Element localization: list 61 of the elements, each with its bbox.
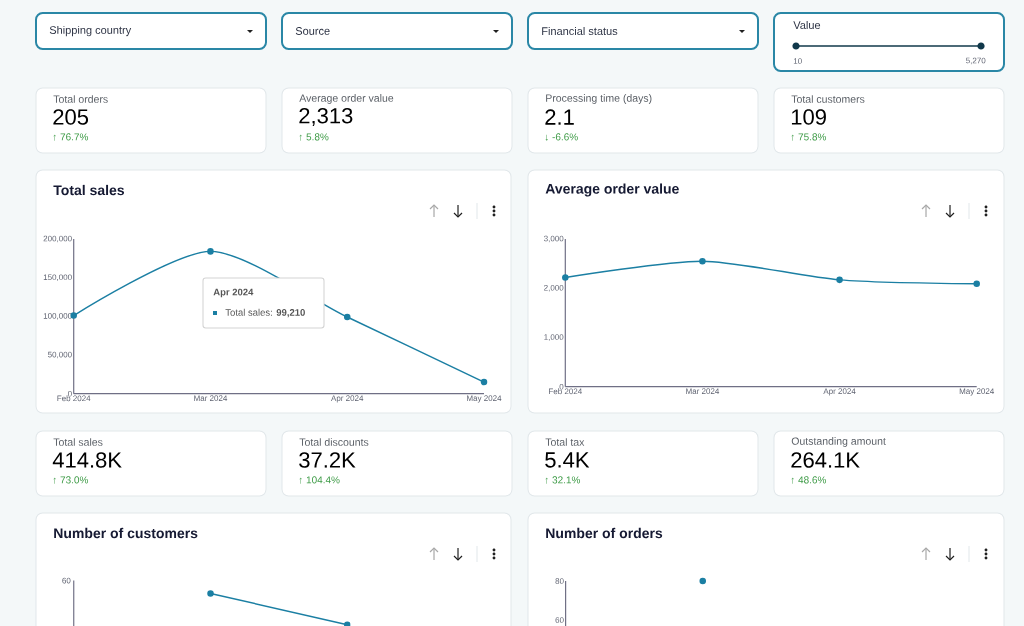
x-tick-label: Apr 2024 — [331, 395, 364, 403]
y-tick-label: 1,000 — [544, 334, 564, 341]
chart-title: Average order value — [545, 183, 679, 197]
text: Total discounts — [299, 438, 369, 446]
point — [562, 274, 569, 281]
point — [207, 248, 214, 255]
text: 37.2K — [299, 452, 356, 468]
chart-title: Number of customers — [54, 527, 198, 539]
text: Average order value — [299, 94, 394, 104]
text: 205 — [53, 109, 89, 125]
point — [343, 313, 351, 321]
y-tick-label: 60 — [555, 617, 564, 623]
text: 2.1 — [545, 109, 574, 125]
x-tick-label: May 2024 — [467, 395, 502, 403]
point — [480, 378, 488, 386]
x-tick-label: Mar 2024 — [194, 395, 228, 401]
text: ↑ 48.6% — [791, 476, 827, 484]
text: 264.1K — [791, 452, 860, 468]
text: Total orders — [53, 95, 108, 103]
y-tick-label: 0 — [559, 383, 564, 390]
y-tick-label: 150,000 — [43, 274, 72, 281]
text: Source — [295, 27, 330, 35]
text: 10 — [793, 58, 802, 64]
text: 414.8K — [52, 452, 122, 468]
y-tick-label: 80 — [555, 578, 564, 584]
text: Total customers — [791, 95, 865, 103]
x-tick-label: Apr 2024 — [823, 388, 856, 396]
y-tick-label: 200,000 — [43, 235, 72, 243]
chart-title: Number of orders — [546, 527, 663, 539]
text: Total sales — [53, 438, 103, 446]
annotation: Total sales: 99,210 — [225, 308, 305, 318]
text: Financial status — [542, 26, 618, 36]
text: ↑ 32.1% — [545, 476, 581, 484]
text: 5,270 — [966, 57, 986, 65]
x-tick-label: Feb 2024 — [549, 388, 582, 395]
y-tick-label: 3,000 — [544, 235, 564, 243]
text: Shipping country — [49, 25, 132, 37]
text: ↓ -6.6% — [545, 133, 578, 141]
point — [699, 257, 706, 265]
y-tick-label: 0 — [67, 390, 72, 397]
text: 5.4K — [545, 452, 590, 468]
text: ↑ 5.8% — [299, 133, 329, 141]
text: 2,313 — [299, 107, 353, 127]
text: 109 — [791, 109, 826, 125]
x-tick-label: Feb 2024 — [57, 395, 91, 402]
text: Total tax — [545, 438, 585, 446]
chart-title: Total sales — [53, 184, 125, 196]
x-tick-label: Mar 2024 — [686, 388, 720, 394]
annotation: Apr 2024 — [213, 288, 254, 298]
text: Processing time (days) — [546, 94, 652, 104]
y-tick-label: 50,000 — [47, 351, 72, 359]
text: ↑ 75.8% — [791, 133, 827, 141]
text: ↑ 104.4% — [299, 476, 340, 484]
text: ↑ 73.0% — [53, 476, 89, 484]
text: ↑ 76.7% — [53, 133, 89, 141]
text: Outstanding amount — [791, 437, 886, 447]
x-tick-label: May 2024 — [959, 388, 995, 396]
point — [836, 276, 843, 284]
text: Value — [793, 20, 821, 30]
point — [973, 280, 980, 288]
y-tick-label: 2,000 — [544, 284, 564, 292]
